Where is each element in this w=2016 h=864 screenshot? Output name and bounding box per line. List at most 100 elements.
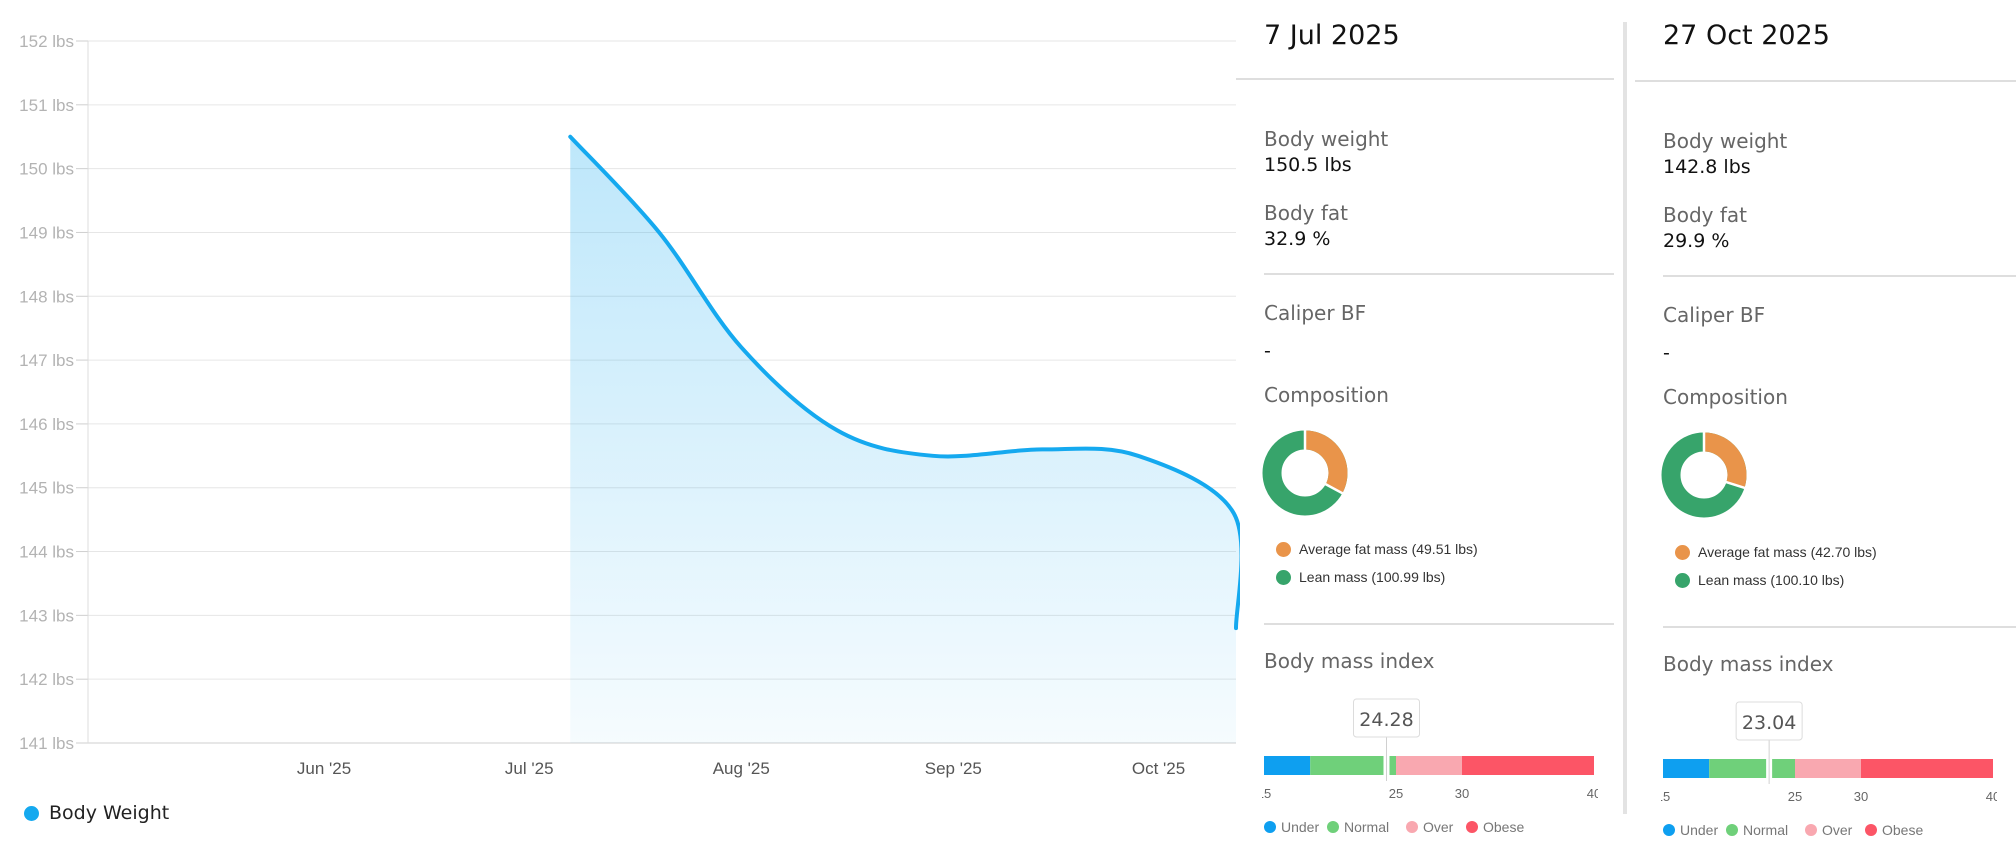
- bmi-legend-dot-icon: [1466, 821, 1478, 833]
- panel-divider: [1264, 273, 1614, 275]
- body-weight-line[interactable]: [568, 134, 1240, 631]
- y-tick-label: 146 lbs: [19, 415, 74, 434]
- body-fat-label: Body fat: [1663, 203, 1747, 227]
- lean-mass-dot-icon: [1675, 572, 1690, 588]
- bmi-tick-label: 25: [1389, 786, 1403, 801]
- slice-separator: [1724, 480, 1747, 490]
- bmi-tick-label: 40: [1587, 786, 1598, 801]
- measurement-panel-oct: 27 Oct 2025 Body weight 142.8 lbs Body f…: [1635, 0, 2016, 838]
- y-tick-label: 151 lbs: [19, 96, 74, 115]
- composition-label: Composition: [1663, 385, 1788, 409]
- y-tick-label: 141 lbs: [19, 734, 74, 753]
- y-tick-label: 149 lbs: [19, 223, 74, 242]
- bmi-value: 24.28: [1359, 709, 1413, 731]
- bmi-legend-label: Under: [1281, 819, 1319, 835]
- y-tick-label: 142 lbs: [19, 670, 74, 689]
- bmi-legend-label: Over: [1822, 822, 1853, 838]
- x-tick-label: Sep '25: [925, 759, 982, 778]
- panel-column-divider: [1623, 22, 1627, 814]
- slice-separator: [1323, 482, 1345, 496]
- panel-date: 27 Oct 2025: [1663, 20, 1830, 51]
- bmi-legend-label: Normal: [1344, 819, 1389, 835]
- fat-mass-legend: Average fat mass (42.70 lbs): [1675, 544, 1877, 560]
- bmi-tick-label: 25: [1788, 789, 1802, 804]
- bmi-segment-normal: [1709, 759, 1795, 778]
- bmi-tick-label: 30: [1854, 789, 1868, 804]
- bmi-scale: 24.28 15 25 30 40 Under Normal Over Obese: [1262, 698, 1598, 835]
- bmi-segment-under: [1264, 756, 1311, 775]
- bmi-label: Body mass index: [1663, 652, 1834, 676]
- bmi-segment-over: [1396, 756, 1462, 775]
- lean-mass-text: Lean mass (100.10 lbs): [1698, 572, 1845, 588]
- y-tick-label: 147 lbs: [19, 351, 74, 370]
- body-weight-area: [570, 136, 1240, 743]
- y-tick-label: 143 lbs: [19, 606, 74, 625]
- y-tick-label: 148 lbs: [19, 287, 74, 306]
- x-axis-ticks: Jun '25 Jul '25 Aug '25 Sep '25 Oct '25: [297, 759, 1185, 778]
- bmi-scale: 23.04 15 25 30 40 Under Normal Over Obese: [1661, 701, 1997, 838]
- y-tick-label: 150 lbs: [19, 160, 74, 179]
- bmi-tick-label: 40: [1986, 789, 1997, 804]
- body-weight-value: 150.5 lbs: [1264, 154, 1352, 176]
- x-tick-label: Aug '25: [713, 759, 770, 778]
- bmi-legend-dot-icon: [1726, 824, 1738, 836]
- bmi-value: 23.04: [1742, 712, 1796, 734]
- caliper-label: Caliper BF: [1264, 301, 1367, 325]
- y-tick-label: 144 lbs: [19, 543, 74, 562]
- bmi-label: Body mass index: [1264, 649, 1435, 673]
- measurement-panel-jul: 7 Jul 2025 Body weight 150.5 lbs Body fa…: [1236, 0, 1614, 835]
- panel-date: 7 Jul 2025: [1264, 20, 1400, 51]
- panel-divider: [1663, 626, 2016, 628]
- caliper-value: -: [1264, 340, 1271, 362]
- composition-donut[interactable]: [1262, 430, 1348, 516]
- y-tick-label: 145 lbs: [19, 479, 74, 498]
- legend-dot-icon: [24, 805, 39, 821]
- bmi-legend-dot-icon: [1406, 821, 1418, 833]
- bmi-legend-label: Obese: [1882, 822, 1923, 838]
- caliper-value: -: [1663, 342, 1670, 364]
- bmi-segment-over: [1795, 759, 1861, 778]
- bmi-segment-normal: [1310, 756, 1396, 775]
- caliper-label: Caliper BF: [1663, 303, 1766, 327]
- fat-mass-text: Average fat mass (49.51 lbs): [1299, 541, 1478, 557]
- composition-donut[interactable]: [1661, 432, 1747, 518]
- bmi-legend-dot-icon: [1327, 821, 1339, 833]
- bmi-legend-label: Over: [1423, 819, 1454, 835]
- composition-label: Composition: [1264, 383, 1389, 407]
- bmi-value-box: [1352, 698, 1420, 738]
- body-weight-label: Body weight: [1264, 127, 1389, 151]
- panel-divider: [1663, 275, 2016, 277]
- fat-mass-dot-icon: [1276, 541, 1291, 557]
- body-weight-chart: 152 lbs 151 lbs 150 lbs 149 lbs 148 lbs 147 l…: [19, 32, 1240, 778]
- fat-mass-text: Average fat mass (42.70 lbs): [1698, 544, 1877, 560]
- x-tick-label: Oct '25: [1132, 759, 1185, 778]
- body-weight-points: [570, 136, 1237, 629]
- body-fat-value: 29.9 %: [1663, 230, 1730, 252]
- x-tick-label: Jun '25: [297, 759, 351, 778]
- bmi-legend-dot-icon: [1663, 824, 1675, 836]
- fat-mass-dot-icon: [1675, 544, 1690, 560]
- lean-mass-legend: Lean mass (100.99 lbs): [1276, 569, 1445, 585]
- bmi-legend-dot-icon: [1865, 824, 1877, 836]
- chart-legend[interactable]: Body Weight: [24, 802, 169, 824]
- bmi-segment-under: [1663, 759, 1710, 778]
- body-weight-label: Body weight: [1663, 129, 1788, 153]
- lean-mass-dot-icon: [1276, 569, 1291, 585]
- panel-divider: [1236, 78, 1614, 80]
- lean-mass-text: Lean mass (100.99 lbs): [1299, 569, 1446, 585]
- x-tick-label: Jul '25: [505, 759, 554, 778]
- fat-mass-legend: Average fat mass (49.51 lbs): [1276, 541, 1478, 557]
- bmi-value-box: [1735, 701, 1803, 741]
- legend-label: Body Weight: [49, 802, 170, 824]
- lean-mass-legend: Lean mass (100.10 lbs): [1675, 572, 1844, 588]
- bmi-legend-label: Normal: [1743, 822, 1788, 838]
- bmi-segment-obese: [1861, 759, 1993, 778]
- bmi-legend-dot-icon: [1805, 824, 1817, 836]
- panel-divider: [1264, 623, 1614, 625]
- bmi-legend-label: Under: [1680, 822, 1718, 838]
- panel-divider: [1635, 80, 2016, 82]
- bmi-tick-label: 30: [1455, 786, 1469, 801]
- y-tick-label: 152 lbs: [19, 32, 74, 51]
- y-axis-ticks: 152 lbs 151 lbs 150 lbs 149 lbs 148 lbs 147 l…: [19, 32, 74, 753]
- body-fat-value: 32.9 %: [1264, 228, 1331, 250]
